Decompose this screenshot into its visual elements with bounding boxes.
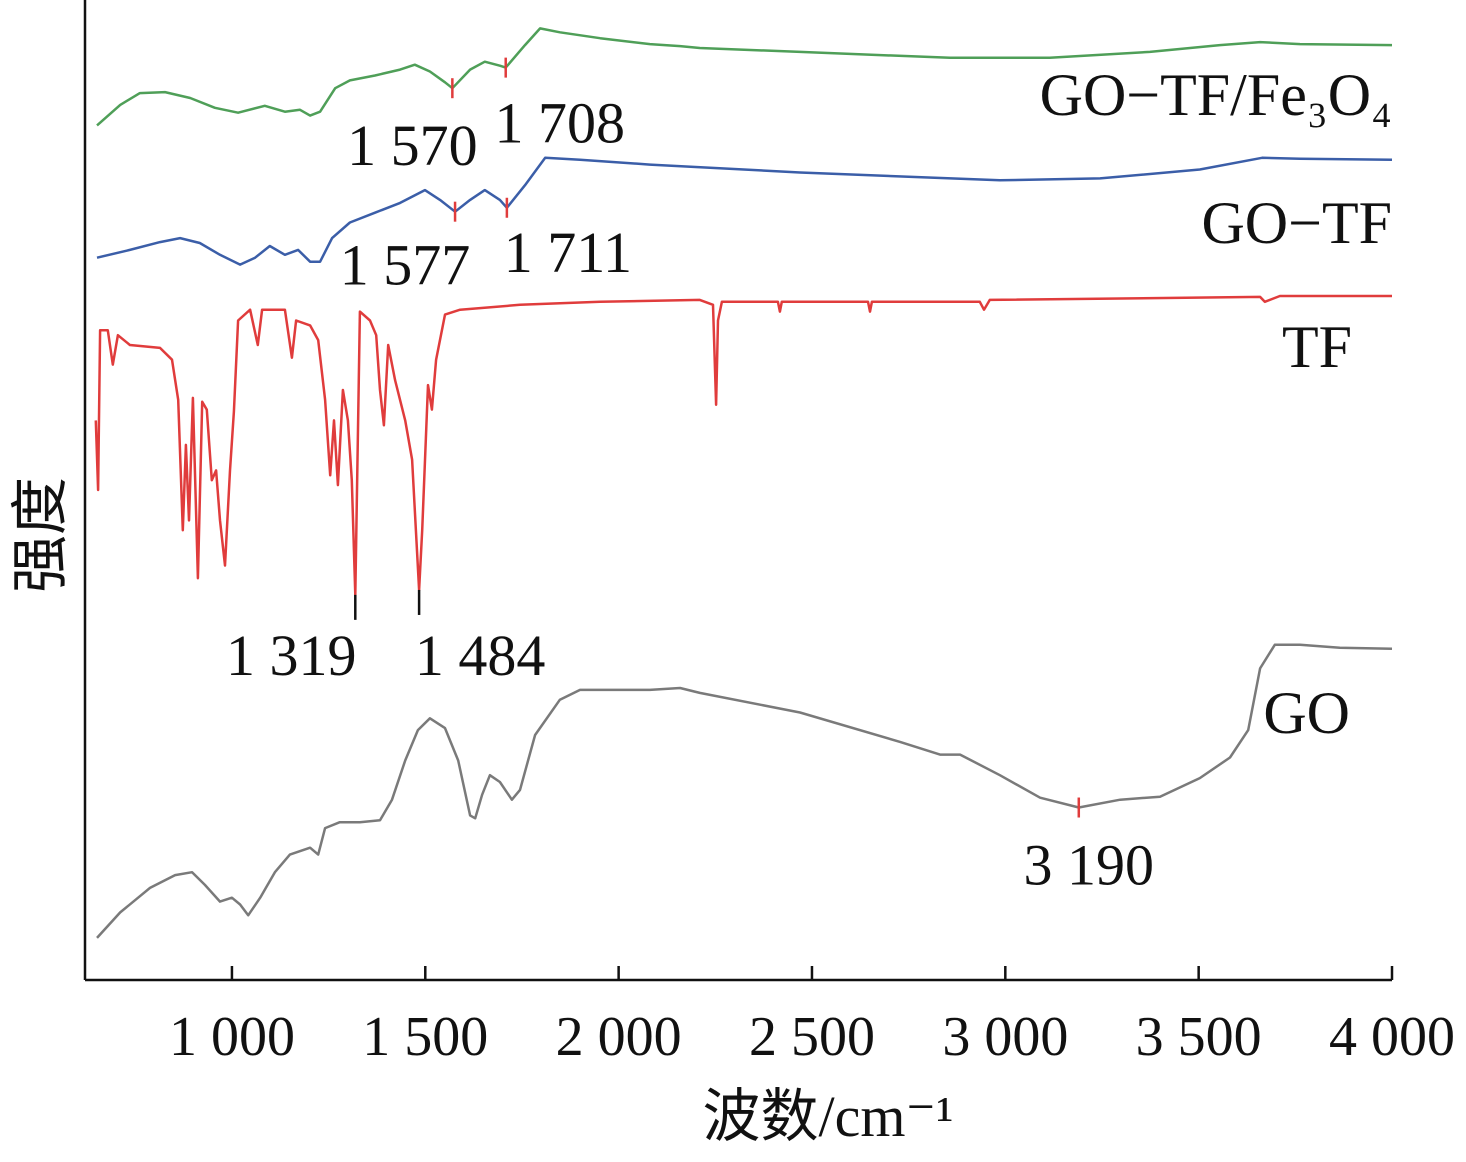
peak-label: 1 708 [494, 91, 625, 156]
peak-label: 3 190 [1024, 833, 1155, 898]
series-line [94, 294, 1392, 597]
series-label: GO−TF/Fe₃O₄ [1040, 62, 1392, 128]
x-axis-label: 波数/cm⁻¹ [703, 1084, 954, 1149]
x-tick-label: 1 000 [169, 1006, 295, 1068]
peak-label: 1 484 [415, 623, 546, 688]
x-tick-label: 3 500 [1136, 1006, 1262, 1068]
series-line [96, 643, 1393, 939]
y-axis-label: 强度 [8, 477, 73, 593]
peak-label: 1 570 [347, 113, 478, 178]
series-label: GO−TF [1201, 190, 1392, 256]
x-tick-label: 2 500 [749, 1006, 875, 1068]
peak-label: 1 319 [226, 623, 357, 688]
peak-label: 1 711 [504, 220, 632, 285]
series-line [96, 156, 1393, 266]
peak-label: 1 577 [340, 233, 471, 298]
series-label: GO [1263, 680, 1350, 746]
x-tick-label: 4 000 [1329, 1006, 1455, 1068]
x-tick-label: 2 000 [556, 1006, 682, 1068]
x-tick-label: 1 500 [362, 1006, 488, 1068]
x-tick-label: 3 000 [942, 1006, 1068, 1068]
series-label: TF [1282, 314, 1352, 380]
